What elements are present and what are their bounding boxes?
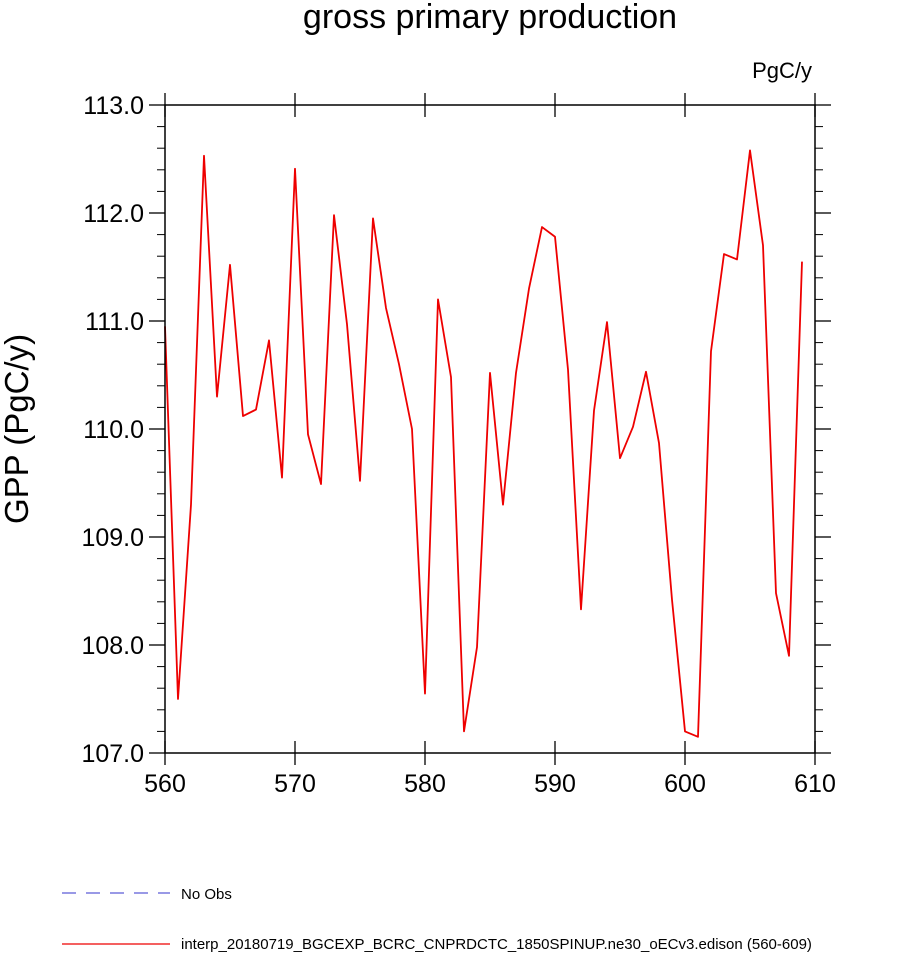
y-tick-label: 113.0 (83, 92, 144, 120)
y-tick-label: 111.0 (85, 308, 144, 336)
legend: No Obs interp_20180719_BGCEXP_BCRC_CNPRD… (62, 886, 812, 953)
x-tick-label: 570 (274, 770, 316, 798)
y-tick-label: 109.0 (81, 524, 144, 552)
plot-frame (164, 104, 816, 754)
x-tick-label: 560 (144, 770, 186, 798)
axis-ticks (149, 93, 831, 765)
legend-item-model: interp_20180719_BGCEXP_BCRC_CNPRDCTC_185… (62, 936, 812, 953)
chart-units: PgC/y (752, 58, 812, 83)
y-tick-label: 107.0 (81, 740, 144, 768)
tick-labels: 560 570 580 590 600 610 107.0 108.0 109.0 110.0 11… (81, 92, 835, 798)
series-line-1 (164, 149, 803, 738)
chart-title: gross primary production (303, 0, 677, 36)
legend-item-no-obs: No Obs (62, 886, 232, 903)
x-tick-label: 580 (404, 770, 446, 798)
plot-area (164, 149, 803, 738)
legend-label-model: interp_20180719_BGCEXP_BCRC_CNPRDCTC_185… (181, 936, 812, 953)
y-axis-label: GPP (PgC/y) (0, 334, 35, 524)
x-tick-label: 610 (794, 770, 836, 798)
legend-label-no-obs: No Obs (181, 886, 232, 903)
x-tick-label: 600 (664, 770, 706, 798)
y-tick-label: 108.0 (81, 632, 144, 660)
y-tick-label: 112.0 (83, 200, 144, 228)
y-tick-label: 110.0 (83, 416, 144, 444)
x-tick-label: 590 (534, 770, 576, 798)
